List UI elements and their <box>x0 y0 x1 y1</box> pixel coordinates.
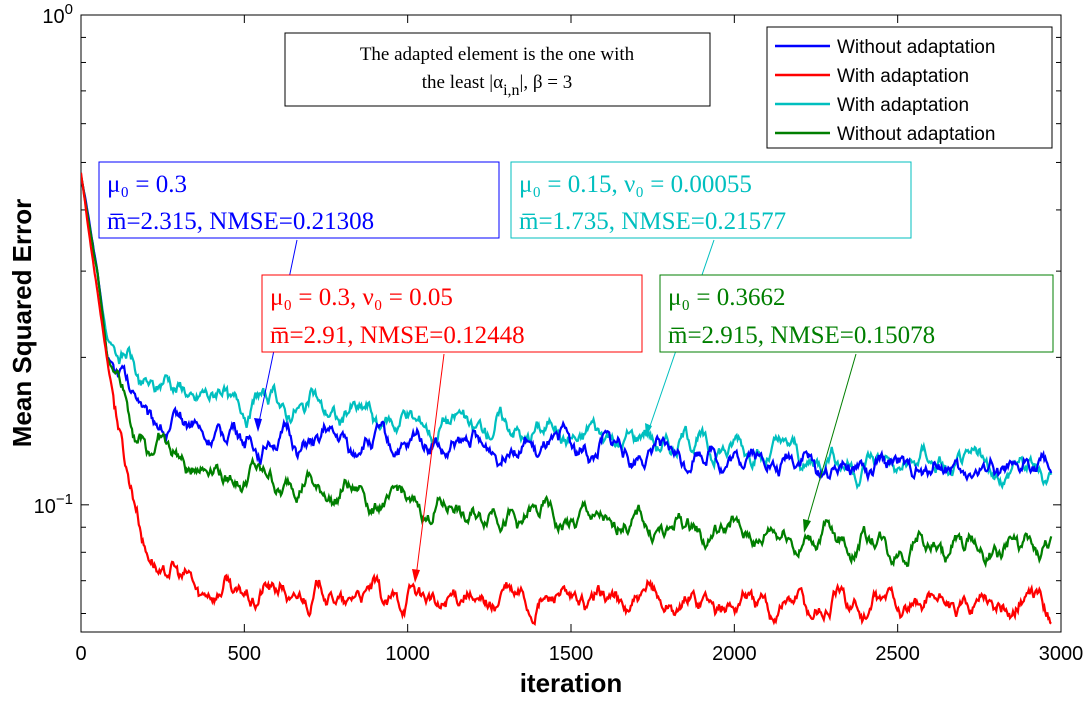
axis-ticks: 0 500 1000 1500 2000 2500 3000 100 10−1 <box>34 1 1084 665</box>
annotation-red-arrow <box>415 353 445 578</box>
series-line-3 <box>81 175 1053 569</box>
annotation-blue-line-1: μ₀ = 0.3 <box>107 171 187 198</box>
note-line-1: The adapted element is the one with <box>360 44 635 65</box>
series-line-0 <box>81 176 1053 483</box>
note-line-2-suffix: |, β = 3 <box>520 72 573 93</box>
x-axis-label: iteration <box>520 668 623 698</box>
y-axis-label: Mean Squared Error <box>7 199 37 448</box>
annotation-green-arrowhead <box>803 519 811 533</box>
legend-label-without-adaptation-blue: Without adaptation <box>837 37 995 58</box>
legend-label-without-adaptation-green: Without adaptation <box>837 124 995 145</box>
annotation-red: μ₀ = 0.3, ν₀ = 0.05 m̅=2.91, NMSE=0.1244… <box>261 274 643 583</box>
annotation-blue-arrowhead <box>254 418 262 432</box>
y-tick-label-0: 100 <box>42 1 73 28</box>
annotations: μ₀ = 0.3 m̅=2.315, NMSE=0.21308 μ₀ = 0.1… <box>98 161 1054 583</box>
annotation-green-arrow <box>805 353 857 528</box>
legend-label-with-adaptation-red: With adaptation <box>837 66 969 87</box>
note-line-2-prefix: the least |α <box>422 72 503 93</box>
x-tick-label-5: 2500 <box>875 643 920 665</box>
x-tick-label-2: 1000 <box>385 643 430 665</box>
annotation-cyan: μ₀ = 0.15, ν₀ = 0.00055 m̅=1.735, NMSE=0… <box>510 161 912 437</box>
annotation-cyan-line-1: μ₀ = 0.15, ν₀ = 0.00055 <box>519 171 752 198</box>
annotation-green-line-1: μ₀ = 0.3662 <box>668 284 785 311</box>
x-tick-label-4: 2000 <box>712 643 757 665</box>
note-box: The adapted element is the one with the … <box>284 32 711 107</box>
series-layer <box>81 172 1053 627</box>
annotation-red-line-1: μ₀ = 0.3, ν₀ = 0.05 <box>270 284 453 311</box>
note-line-2-sub: i,n <box>503 82 519 99</box>
y-tick-label-1: 10−1 <box>34 491 73 518</box>
annotation-green: μ₀ = 0.3662 m̅=2.915, NMSE=0.15078 <box>659 274 1054 533</box>
annotation-red-arrowhead <box>412 569 420 583</box>
annotation-blue-line-2: m̅=2.315, NMSE=0.21308 <box>107 208 374 235</box>
x-tick-label-6: 3000 <box>1039 643 1084 665</box>
annotation-red-line-2: m̅=2.91, NMSE=0.12448 <box>270 322 525 349</box>
legend: Without adaptation With adaptation With … <box>766 26 1053 149</box>
annotation-green-line-2: m̅=2.915, NMSE=0.15078 <box>668 322 935 349</box>
series-line-1 <box>81 172 1052 627</box>
annotation-cyan-line-2: m̅=1.735, NMSE=0.21577 <box>519 208 786 235</box>
annotation-blue: μ₀ = 0.3 m̅=2.315, NMSE=0.21308 <box>98 161 500 432</box>
x-tick-label-3: 1500 <box>549 643 594 665</box>
x-tick-label-1: 500 <box>228 643 261 665</box>
note-line-2: the least |αi,n|, β = 3 <box>422 72 572 99</box>
legend-label-with-adaptation-cyan: With adaptation <box>837 95 969 116</box>
annotation-cyan-arrowhead <box>645 423 652 437</box>
x-tick-label-0: 0 <box>75 643 86 665</box>
